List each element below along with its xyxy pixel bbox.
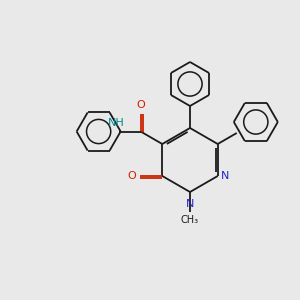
Text: CH₃: CH₃	[181, 215, 199, 225]
Text: O: O	[136, 100, 145, 110]
Text: N: N	[220, 171, 229, 181]
Text: NH: NH	[108, 118, 125, 128]
Text: O: O	[128, 171, 136, 181]
Text: N: N	[186, 199, 194, 209]
